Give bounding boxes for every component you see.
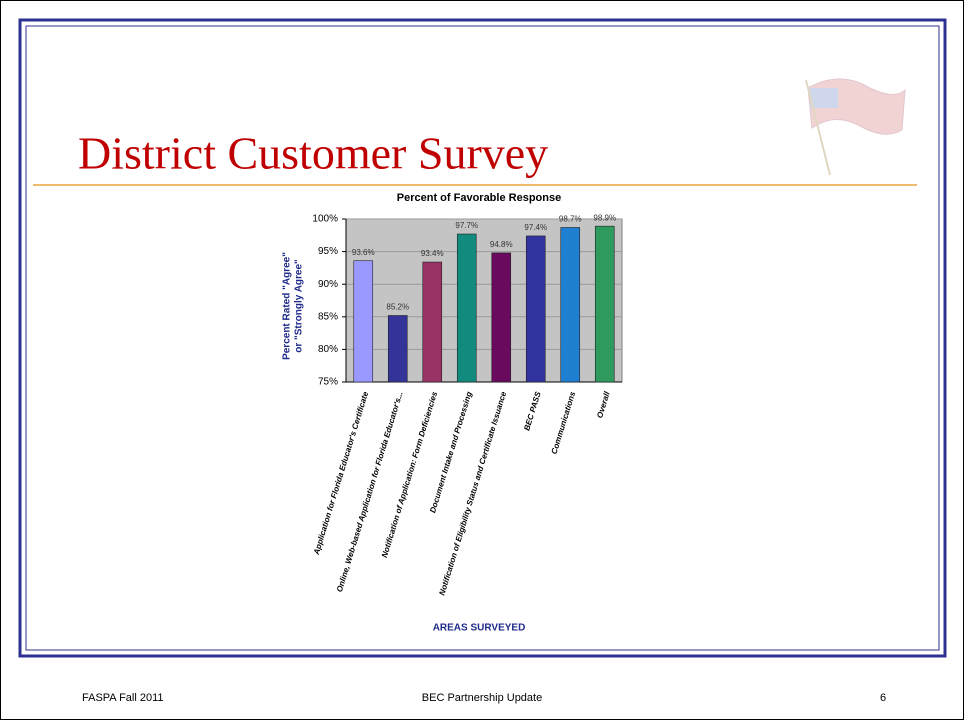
plot-area	[346, 219, 622, 382]
value-label: 93.6%	[352, 248, 375, 257]
footer-left: FASPA Fall 2011	[82, 692, 164, 704]
y-tick-label: 85%	[318, 311, 338, 322]
y-tick-label: 90%	[318, 279, 338, 290]
x-axis-title: AREAS SURVEYED	[433, 623, 526, 634]
slide: District Customer Survey Percent of Favo…	[0, 0, 965, 721]
bar	[423, 262, 442, 382]
value-label: 85.2%	[386, 303, 409, 312]
footer-center: BEC Partnership Update	[422, 692, 542, 704]
y-axis-title-line: or "Strongly Agree"	[294, 259, 305, 353]
value-label: 93.4%	[421, 249, 444, 258]
page: District Customer Survey Percent of Favo…	[0, 0, 965, 721]
y-tick-label: 95%	[318, 246, 338, 257]
chart-title: Percent of Favorable Response	[397, 192, 561, 204]
value-label: 98.9%	[593, 213, 616, 222]
bar	[526, 236, 545, 382]
bar	[595, 226, 614, 382]
value-label: 97.4%	[524, 223, 547, 232]
bar	[457, 234, 476, 382]
slide-title: District Customer Survey	[78, 128, 548, 179]
bar	[354, 261, 373, 382]
value-label: 98.7%	[559, 215, 582, 224]
value-label: 94.8%	[490, 240, 513, 249]
value-label: 97.7%	[455, 221, 478, 230]
y-axis-title-line: Percent Rated "Agree"	[282, 252, 293, 360]
bar	[388, 315, 407, 382]
y-tick-label: 100%	[312, 214, 338, 225]
footer-right: 6	[880, 692, 886, 704]
bar	[492, 253, 511, 382]
y-tick-label: 75%	[318, 377, 338, 388]
y-axis-title: Percent Rated "Agree" or "Strongly Agree…	[282, 252, 305, 360]
bar	[561, 227, 580, 382]
y-tick-label: 80%	[318, 344, 338, 355]
